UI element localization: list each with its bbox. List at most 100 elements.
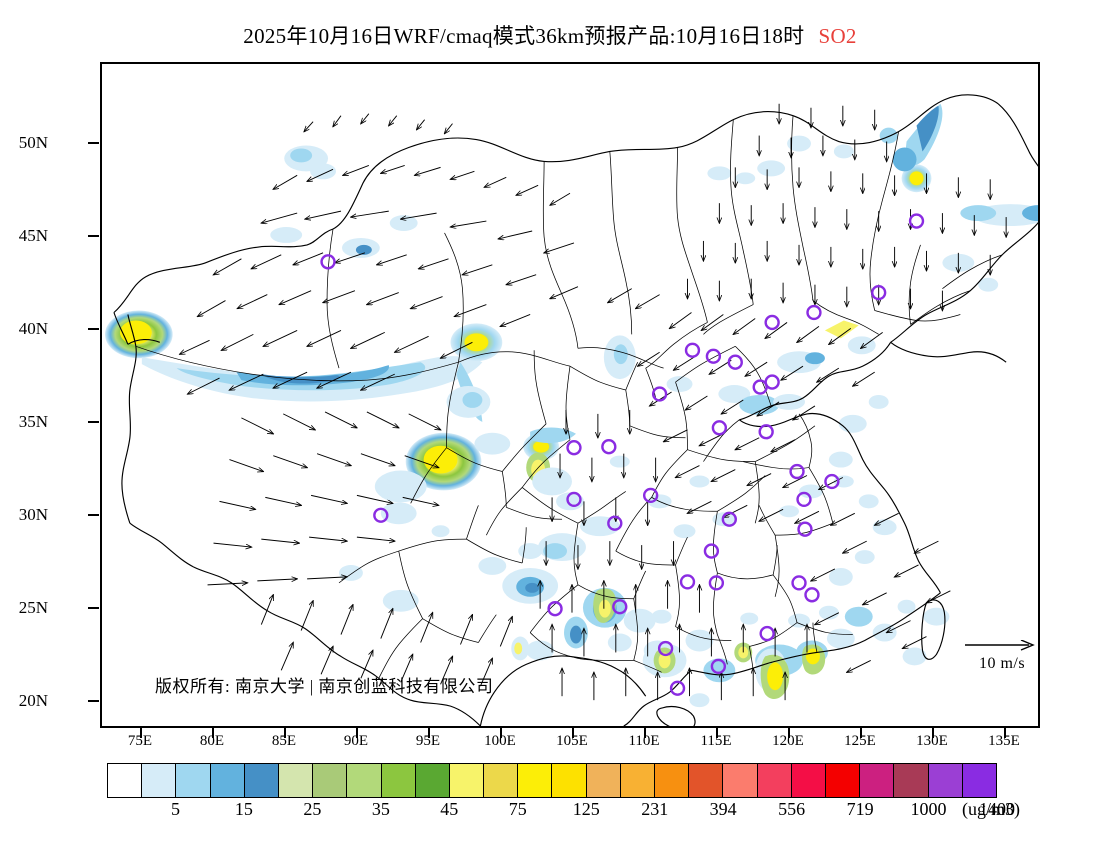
city-marker[interactable] [547, 601, 563, 617]
x-tick [788, 728, 790, 738]
colorbar-swatch [962, 764, 996, 797]
city-marker[interactable] [607, 515, 623, 531]
wind-arrow-icon [963, 640, 1041, 654]
city-marker[interactable] [320, 254, 336, 270]
city-marker[interactable] [804, 587, 820, 603]
city-marker[interactable] [601, 439, 617, 455]
city-marker[interactable] [759, 625, 775, 642]
city-marker[interactable] [764, 314, 780, 331]
colorbar-tick-label: 15 [234, 799, 253, 819]
title-main: 2025年10月16日WRF/cmaq模式36km预报产品:10月16日18时 [243, 24, 805, 48]
colorbar-swatch [620, 764, 655, 797]
city-marker[interactable] [679, 574, 696, 590]
colorbar-tick-label: 125 [572, 799, 600, 819]
colorbar-swatch [723, 764, 758, 797]
map-plot-area[interactable] [100, 62, 1040, 728]
colorbar-swatch [825, 764, 861, 797]
y-tick [88, 142, 99, 144]
colorbar-swatches [107, 763, 997, 798]
city-marker[interactable] [711, 420, 728, 436]
city-marker[interactable] [657, 640, 674, 657]
x-axis-label: 80E [199, 733, 225, 749]
x-axis-label: 100E [484, 733, 516, 749]
x-axis-label: 115E [700, 733, 732, 749]
x-tick [212, 728, 214, 738]
colorbar-swatch [552, 764, 587, 797]
city-marker[interactable] [710, 658, 727, 675]
city-marker[interactable] [651, 386, 668, 402]
colorbar-swatch [313, 764, 348, 797]
city-marker[interactable] [764, 374, 780, 390]
x-tick [284, 728, 286, 738]
x-axis-label: 110E [628, 733, 660, 749]
colorbar-tick-label: 25 [303, 799, 322, 819]
x-tick [428, 728, 430, 738]
colorbar-swatch [586, 764, 621, 797]
city-marker[interactable] [871, 284, 887, 301]
city-marker[interactable] [642, 487, 659, 504]
city-marker[interactable] [721, 511, 737, 527]
province-boundaries [135, 115, 1003, 679]
city-marker[interactable] [684, 342, 701, 358]
colorbar-swatch [757, 764, 792, 797]
city-marker[interactable] [797, 521, 813, 537]
colorbar-unit-label: (ug/m3) [962, 799, 1020, 819]
colorbar-swatch [928, 764, 963, 797]
copyright-notice: 版权所有: 南京大学 | 南京创蓝科技有限公司 [155, 677, 494, 696]
y-axis-label: 45N [18, 226, 48, 245]
page-title: 2025年10月16日WRF/cmaq模式36km预报产品:10月16日18时 S… [0, 20, 1100, 50]
y-axis-label: 50N [18, 133, 48, 152]
city-marker[interactable] [566, 440, 582, 456]
x-axis-label: 130E [916, 733, 948, 749]
city-marker[interactable] [789, 463, 805, 480]
colorbar-swatch [791, 764, 826, 797]
city-marker[interactable] [705, 348, 722, 364]
x-axis-label: 95E [415, 733, 441, 749]
y-tick [88, 328, 99, 330]
colorbar-swatch [142, 764, 177, 797]
city-marker[interactable] [566, 491, 582, 508]
coastline-and-national-border [113, 94, 1038, 726]
city-marker[interactable] [758, 424, 774, 440]
y-tick [88, 700, 99, 702]
colorbar-swatch [210, 764, 245, 797]
x-tick [500, 728, 502, 738]
y-axis-label: 30N [18, 505, 48, 524]
colorbar-tick-label: 231 [641, 799, 669, 819]
city-marker[interactable] [824, 473, 840, 490]
colorbar-swatch [484, 764, 519, 797]
city-monitoring-markers[interactable] [320, 213, 925, 696]
colorbar-swatch [244, 764, 279, 797]
colorbar-swatch [894, 764, 929, 797]
city-marker[interactable] [373, 507, 389, 523]
wind-vector-field [180, 103, 1006, 701]
china-so2-forecast-map [104, 94, 1038, 726]
y-tick [88, 235, 99, 237]
city-marker[interactable] [791, 575, 807, 591]
city-marker[interactable] [908, 213, 925, 229]
city-marker[interactable] [727, 354, 743, 370]
city-marker[interactable] [612, 599, 628, 615]
colorbar-swatch [860, 764, 895, 797]
city-marker[interactable] [796, 491, 812, 508]
x-tick [1004, 728, 1006, 738]
x-tick [716, 728, 718, 738]
colorbar-tick-label: 1000 [910, 799, 947, 819]
colorbar-tick-label: 5 [170, 799, 180, 819]
x-tick [140, 728, 142, 738]
y-axis-label: 40N [18, 319, 48, 338]
x-axis-label: 75E [127, 733, 153, 749]
title-species: SO2 [818, 24, 857, 48]
colorbar-tick-label: 35 [371, 799, 390, 819]
city-marker[interactable] [708, 575, 725, 591]
y-axis-label: 20N [18, 691, 48, 710]
city-marker[interactable] [806, 304, 822, 321]
so2-concentration-field [104, 103, 1038, 708]
city-marker[interactable] [703, 543, 720, 559]
colorbar-swatch [415, 764, 450, 797]
city-marker[interactable] [669, 680, 686, 696]
colorbar-tick-label: 1400 [979, 799, 1015, 819]
x-tick [932, 728, 934, 738]
colorbar-tick-label: 45 [440, 799, 459, 819]
x-axis-label: 120E [772, 733, 804, 749]
